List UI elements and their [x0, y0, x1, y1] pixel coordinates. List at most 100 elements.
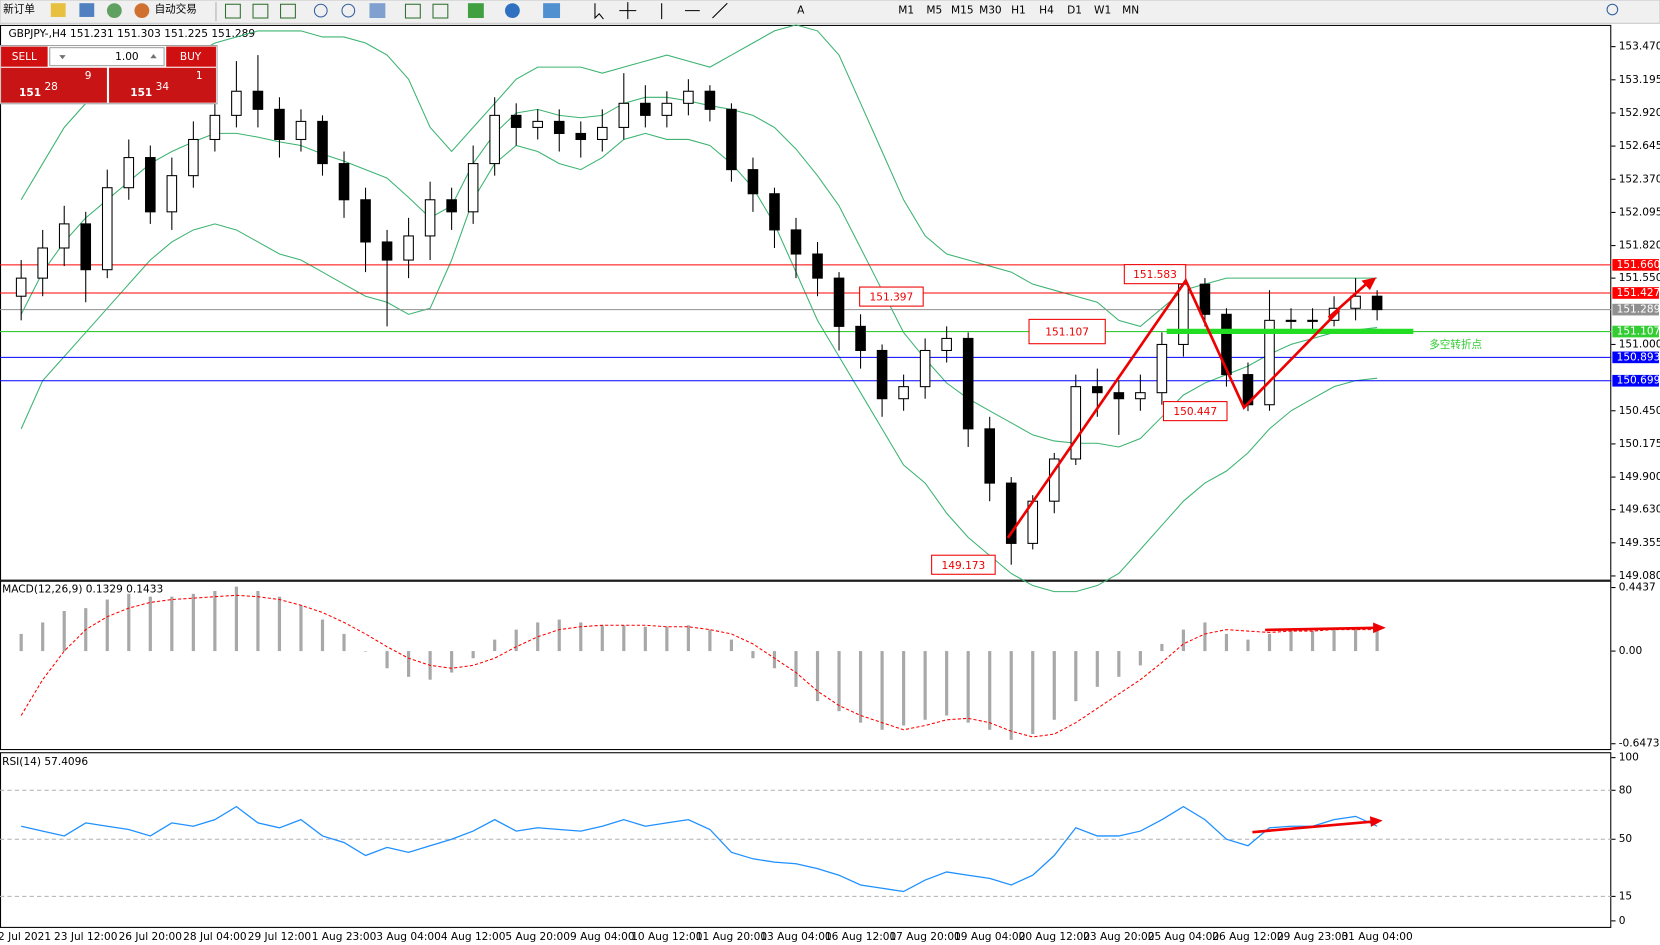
y-tick-label: 80 [1619, 784, 1633, 796]
auto-trading-icon[interactable] [134, 3, 150, 19]
candle-body [833, 277, 845, 327]
y-tick-label: 152.370 [1619, 173, 1660, 185]
zoom-out[interactable] [341, 3, 356, 18]
lot-value[interactable]: 1.00 [115, 51, 139, 63]
ask-box[interactable] [109, 67, 216, 103]
crosshair-tool[interactable] [619, 2, 637, 20]
candle-body [360, 199, 371, 243]
macd-bar [170, 596, 174, 652]
x-tick-label: 23 Jul 12:00 [54, 931, 118, 943]
timeframe-button[interactable]: H4 [1039, 5, 1054, 17]
auto-trading-button[interactable]: 自动交易 [155, 3, 197, 16]
icon[interactable] [50, 3, 66, 17]
search-icon[interactable] [1606, 3, 1619, 16]
timeframe-button[interactable]: M15 [951, 5, 974, 17]
candle-body [15, 277, 27, 297]
candle-body [145, 157, 156, 213]
macd-panel [0, 580, 1612, 751]
macd-bar [600, 625, 604, 652]
candle-body [424, 199, 436, 237]
candle-body [446, 199, 457, 213]
timeframe-button[interactable]: W1 [1094, 5, 1111, 17]
timeframe-button[interactable]: MN [1122, 5, 1139, 17]
trend-arrow [1327, 280, 1370, 319]
macd-bar [41, 622, 45, 652]
icon[interactable] [432, 3, 449, 19]
icon[interactable] [504, 3, 520, 19]
line-tools[interactable] [661, 2, 728, 20]
x-tick-label: 17 Aug 20:00 [889, 931, 961, 943]
timeframe-button[interactable]: M1 [898, 5, 914, 17]
candle-body [317, 120, 328, 165]
icon[interactable] [106, 3, 122, 19]
turning-point-note: 多空转折点 [1429, 338, 1482, 351]
bid-big[interactable]: 151 [19, 87, 41, 99]
icon[interactable] [224, 3, 241, 19]
x-tick-label: 22 Jul 2021 [0, 931, 51, 943]
x-tick-label: 5 Aug 20:00 [505, 931, 570, 943]
candle-body [510, 114, 522, 128]
timeframe-button[interactable]: H1 [1011, 5, 1026, 17]
price-callout: 149.173 [942, 560, 986, 572]
bid-sup[interactable]: 9 [85, 70, 92, 82]
candle-body [1221, 313, 1232, 376]
x-tick-label: 29 Jul 12:00 [248, 931, 312, 943]
zoom-in[interactable] [313, 3, 328, 18]
sell-button[interactable] [1, 46, 48, 67]
candle-body [683, 90, 694, 104]
timeframe-button[interactable]: M30 [979, 5, 1002, 17]
ask-big[interactable]: 151 [130, 87, 152, 99]
candle-body [58, 223, 70, 249]
candle-body [101, 187, 113, 271]
buy-button[interactable] [166, 46, 216, 67]
cursor-tool[interactable] [594, 3, 604, 20]
lot-input[interactable] [49, 47, 165, 67]
macd-bar [579, 622, 583, 652]
sell-label[interactable]: SELL [12, 51, 37, 63]
macd-bar [1246, 639, 1250, 652]
bid-box[interactable] [1, 67, 107, 103]
icon[interactable] [404, 3, 421, 19]
icon[interactable] [543, 3, 561, 19]
candle-body [618, 102, 630, 128]
bollinger-upper [20, 24, 1378, 327]
macd-bar [772, 651, 777, 669]
icon[interactable] [252, 3, 269, 19]
chart-title: GBPJPY-,H4 151.231 151.303 151.225 151.2… [8, 28, 255, 40]
icon[interactable] [79, 3, 95, 17]
buy-label[interactable]: BUY [180, 51, 202, 63]
ask-sup[interactable]: 1 [196, 70, 203, 82]
icon[interactable] [280, 3, 296, 19]
macd-bar [1160, 643, 1164, 652]
x-tick-label: 31 Aug 04:00 [1341, 931, 1413, 943]
main-panel [0, 24, 1612, 581]
bollinger-lower [20, 132, 1378, 593]
macd-bar [191, 593, 195, 652]
macd-bar [966, 651, 970, 723]
y-tick-label: 149.080 [1619, 570, 1660, 582]
candle-body [769, 193, 780, 231]
ask-main[interactable]: 34 [156, 81, 170, 93]
icon[interactable] [467, 3, 484, 19]
timeframe-button[interactable]: M5 [926, 5, 942, 17]
y-tick-label: 100 [1619, 752, 1639, 764]
new-order-button[interactable]: 新订单 [3, 3, 35, 16]
macd-bar [1117, 651, 1121, 677]
icon[interactable] [369, 3, 386, 19]
timeframe-button[interactable]: D1 [1067, 5, 1082, 17]
bid-main[interactable]: 28 [44, 81, 57, 93]
candle-body [231, 90, 242, 116]
price-callout-box [1028, 318, 1106, 345]
y-tick-label: 149.630 [1619, 504, 1660, 516]
macd-bar [1031, 651, 1035, 735]
rsi-panel [0, 752, 1612, 928]
macd-bar [234, 586, 238, 652]
text-tool[interactable]: A [797, 5, 805, 17]
y-tick-label: -0.6473 [1619, 738, 1660, 750]
candle-body [1199, 283, 1211, 315]
macd-bar [1310, 631, 1315, 652]
macd-bar [708, 629, 712, 652]
candle-body [1285, 319, 1297, 322]
y-tick-label: 150.175 [1619, 438, 1660, 450]
